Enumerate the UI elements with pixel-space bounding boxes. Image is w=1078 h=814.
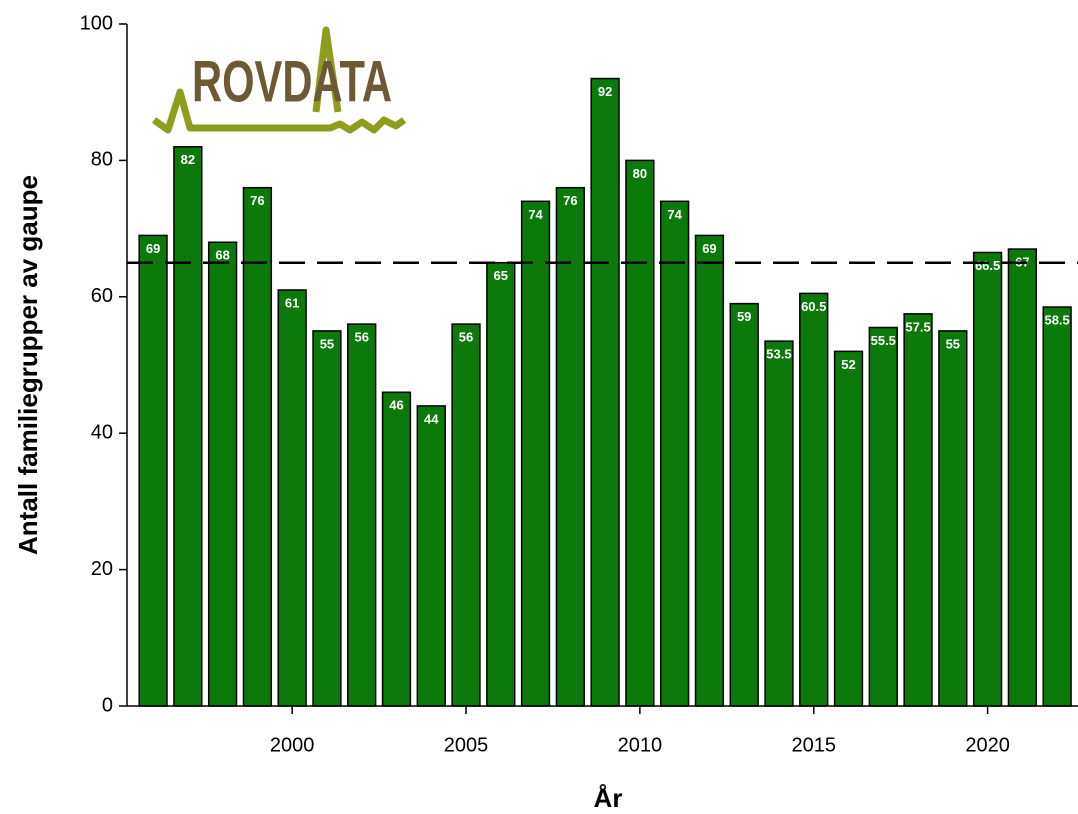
value-label: 74 [528,207,543,222]
logo-peak [312,26,342,113]
value-label: 44 [424,411,439,426]
x-tick-label: 2005 [444,734,489,756]
y-axis-label: Antall familiegrupper av gaupe [13,175,43,555]
value-label: 52 [841,357,855,372]
bar [625,159,655,707]
value-label: 60.5 [801,299,826,314]
bar [659,200,690,707]
bar [833,350,864,707]
value-label: 66.5 [975,258,1000,273]
logo-pulse [151,88,407,134]
value-label: 69 [702,241,716,256]
bar [173,146,203,707]
x-tick-label: 2015 [791,734,836,756]
bar [451,323,481,707]
bar [555,186,585,707]
bar [1042,306,1072,707]
value-label: 56 [354,330,368,345]
value-label: 69 [146,241,160,256]
value-label: 92 [598,84,612,99]
bar [972,251,1003,707]
bar [277,289,307,707]
value-label: 82 [181,152,195,167]
value-label: 61 [285,295,299,310]
bar [590,77,620,707]
value-label: 68 [215,248,229,263]
value-label: 58.5 [1044,312,1069,327]
bar [1007,248,1038,707]
value-label: 53.5 [766,347,791,362]
y-tick-label: 100 [80,12,113,34]
x-tick-label: 2000 [270,734,315,756]
logo: ROVDATA [151,26,407,134]
x-tick-label: 2020 [965,734,1010,756]
bar [520,200,551,707]
bar [207,241,238,707]
bar [694,234,725,707]
y-tick-label: 40 [91,421,113,443]
bar [903,313,933,707]
y-tick-label: 80 [91,149,113,171]
bar [416,405,446,707]
value-label: 80 [633,166,647,181]
bar [381,391,412,707]
bar [347,323,377,707]
bar [729,302,759,707]
value-label: 59 [737,309,751,324]
bar [138,234,168,707]
bar [312,330,342,707]
value-label: 55.5 [871,333,896,348]
bar [764,340,794,707]
value-label: 57.5 [905,319,930,334]
value-label: 65 [494,268,508,283]
logo-text: ROVDATA [192,49,392,114]
bar [868,326,898,707]
value-label: 76 [563,193,577,208]
value-label: 56 [459,330,473,345]
value-label: 46 [389,398,403,413]
x-tick-label: 2010 [618,734,663,756]
y-tick-label: 0 [102,694,113,716]
value-label: 55 [320,336,334,351]
bar [799,292,829,707]
bar [938,330,968,707]
y-tick-label: 60 [91,285,113,307]
value-label: 74 [667,207,682,222]
value-label: 55 [946,336,960,351]
x-axis-label: År [594,783,623,813]
value-label: 76 [250,193,264,208]
y-tick-label: 20 [91,558,113,580]
bar [242,186,273,707]
bar [486,261,516,707]
